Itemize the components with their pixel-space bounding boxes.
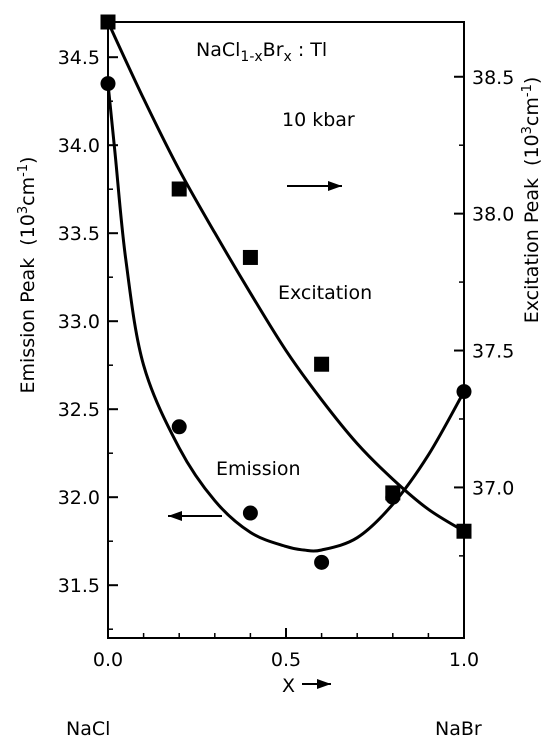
emission-axis-arrow-head (168, 511, 182, 521)
emission-series-label: Emission (216, 458, 301, 480)
x-tick-label: 0.5 (271, 649, 301, 671)
y-right-tick-label: 38.0 (472, 204, 514, 226)
ticks: 31.5 32.0 32.5 33.0 33.5 34.0 34.5 37.0 37.5 38.0… (58, 47, 515, 671)
x-tick-label: 1.0 (449, 649, 479, 671)
excitation-fit-curve (106, 20, 466, 533)
y-right-tick-label: 37.0 (472, 477, 514, 499)
emission-point (100, 76, 116, 92)
y-left-tick-label: 34.5 (58, 47, 100, 69)
x-left-end-label: NaCl (66, 718, 110, 736)
y-right-tick-label: 38.5 (472, 67, 514, 89)
excitation-point (171, 181, 187, 197)
excitation-point (314, 356, 330, 372)
y-left-tick-label: 33.5 (58, 223, 100, 245)
y-axis-left-title: Emission Peak (103cm-1) (16, 157, 39, 394)
excitation-point (242, 249, 258, 265)
emission-point (171, 419, 187, 435)
data-points (100, 14, 472, 570)
emission-point (314, 554, 330, 570)
y-left-tick-label: 32.5 (58, 399, 100, 421)
annotation-arrows (168, 181, 342, 689)
emission-point (456, 384, 472, 400)
y-right-tick-label: 37.5 (472, 341, 514, 363)
x-axis-arrow-head (317, 679, 331, 689)
excitation-point (456, 523, 472, 539)
emission-point (242, 505, 258, 521)
y-left-tick-label: 32.0 (58, 487, 100, 509)
emission-fit-curve (106, 82, 466, 553)
excitation-point (385, 485, 401, 501)
excitation-axis-arrow-head (328, 181, 342, 191)
compound-annotation: NaCl1-xBrx : Tl (196, 39, 327, 65)
x-axis-title: X (282, 675, 295, 697)
y-axis-right-title: Excitation Peak (103cm-1) (520, 77, 543, 324)
x-right-end-label: NaBr (435, 718, 482, 736)
x-tick-label: 0.0 (93, 649, 123, 671)
y-left-tick-label: 34.0 (58, 135, 100, 157)
fit-curves (106, 20, 466, 553)
pressure-annotation: 10 kbar (282, 109, 355, 131)
excitation-series-label: Excitation (278, 282, 372, 304)
y-left-tick-label: 33.0 (58, 311, 100, 333)
y-left-tick-label: 31.5 (58, 575, 100, 597)
excitation-point (100, 14, 116, 30)
